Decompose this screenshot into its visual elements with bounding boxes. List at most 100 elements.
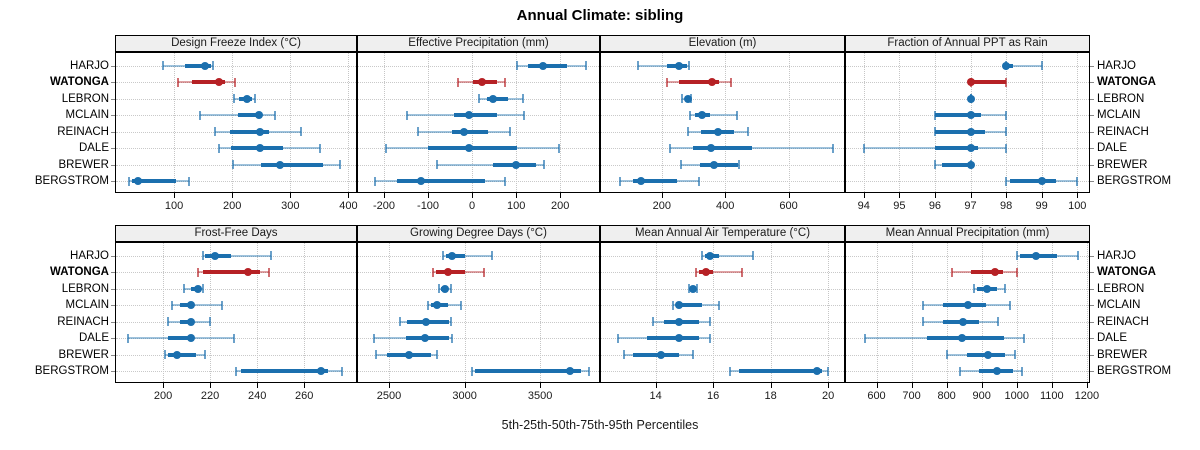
median-dot	[709, 160, 718, 169]
station-label-harjo: HARJO	[70, 249, 109, 262]
x-axis-tick	[210, 383, 212, 388]
y-axis-tick	[111, 98, 115, 100]
whisker-cap-low	[442, 251, 445, 260]
x-axis-tick	[257, 383, 259, 388]
median-dot	[422, 317, 431, 326]
median-dot	[966, 144, 975, 152]
x-axis-tick-label: 260	[295, 390, 314, 402]
whisker-cap-low	[666, 77, 669, 87]
whisker-cap-high	[1015, 267, 1018, 277]
whisker-cap-high	[504, 77, 507, 87]
whisker-cap-high	[204, 350, 207, 359]
grid-line-h	[846, 255, 1089, 257]
grid-line-v	[304, 243, 306, 382]
x-axis-tick-label: 95	[893, 200, 906, 212]
whisker-cap-low	[680, 160, 683, 169]
whisker-cap-low	[399, 317, 402, 326]
y-axis-tick	[1090, 255, 1094, 257]
median-dot	[674, 317, 683, 326]
station-label-bergstrom: BERGSTROM	[1097, 175, 1172, 187]
whisker-cap-low	[478, 94, 481, 103]
whisker-cap-high	[459, 300, 462, 310]
median-dot	[243, 94, 252, 103]
grid-line-v	[863, 53, 865, 192]
iqr-line	[934, 113, 982, 117]
iqr-line	[179, 319, 194, 324]
panel-frost-free-days	[115, 242, 357, 383]
station-label-harjo: HARJO	[1097, 249, 1136, 262]
grid-line-h	[601, 181, 844, 182]
grid-line-v	[934, 53, 936, 192]
grid-line-v	[1041, 53, 1043, 192]
x-axis-tick	[304, 383, 306, 388]
station-label-harjo: HARJO	[1097, 59, 1136, 72]
station-label-bergstrom: BERGSTROM	[34, 365, 109, 377]
median-dot	[674, 301, 683, 309]
whisker-cap-low	[922, 300, 925, 310]
whisker-cap-high	[267, 267, 270, 277]
whisker-cap-low	[1015, 251, 1018, 260]
x-axis-tick	[1041, 193, 1043, 198]
x-axis-tick	[388, 383, 390, 388]
x-axis-tick	[863, 193, 865, 198]
whisker-line	[200, 114, 276, 116]
grid-line-h	[358, 354, 599, 356]
iqr-line	[632, 179, 678, 183]
panel-effective-precipitation-mm	[357, 52, 600, 193]
y-axis-tick	[1090, 115, 1094, 116]
whisker-cap-high	[709, 317, 712, 326]
x-axis-tick	[828, 383, 830, 388]
station-label-dale: DALE	[1097, 142, 1128, 154]
grid-line-v	[348, 53, 350, 192]
whisker-cap-high	[827, 366, 830, 376]
iqr-line	[203, 270, 260, 274]
whisker-cap-high	[232, 333, 235, 343]
median-dot	[477, 78, 486, 86]
x-axis-tick	[911, 383, 913, 388]
station-label-reinach: REINACH	[57, 315, 109, 328]
whisker-cap-high	[209, 317, 212, 326]
x-axis-tick	[464, 383, 466, 388]
whisker-cap-low	[671, 300, 674, 310]
grid-line-v	[464, 243, 466, 382]
grid-line-h	[358, 338, 599, 339]
grid-line-v	[257, 243, 259, 382]
whisker-cap-low	[471, 366, 474, 376]
strip-mean-annual-precipitation-mm: Mean Annual Precipitation (mm)	[845, 225, 1090, 242]
grid-line-h	[601, 272, 844, 273]
y-axis-tick	[1090, 181, 1094, 182]
y-axis-tick	[111, 181, 115, 182]
whisker-cap-low	[922, 317, 925, 326]
median-dot	[433, 301, 442, 309]
y-axis-tick	[1090, 164, 1094, 166]
whisker-cap-high	[504, 176, 507, 186]
x-axis-tick-label: 1200	[1074, 390, 1100, 402]
whisker-cap-low	[435, 160, 438, 169]
y-axis-tick	[111, 131, 115, 133]
grid-line-h	[846, 181, 1089, 182]
whisker-cap-low	[651, 317, 654, 326]
iqr-line	[167, 352, 196, 357]
x-axis-tick-label: -100	[417, 200, 440, 212]
station-label-brewer: BREWER	[58, 348, 109, 361]
y-axis-tick	[111, 164, 115, 166]
strip-growing-degree-days-c: Growing Degree Days (°C)	[357, 225, 600, 242]
whisker-cap-high	[270, 251, 273, 260]
x-axis-tick-label: -200	[372, 200, 395, 212]
whisker-cap-high	[212, 61, 215, 70]
station-label-dale: DALE	[78, 332, 109, 344]
whisker-cap-low	[687, 284, 690, 293]
iqr-line	[191, 80, 226, 84]
panel-mean-annual-air-temperature-c	[600, 242, 845, 383]
whisker-cap-low	[862, 143, 865, 153]
station-label-lebron: LEBRON	[61, 92, 109, 105]
median-dot	[964, 301, 973, 309]
x-axis-tick	[1051, 383, 1053, 388]
panel-design-freeze-index-c	[115, 52, 357, 193]
median-dot	[697, 111, 706, 119]
x-axis-tick-label: 20	[822, 390, 835, 402]
whisker-line	[638, 64, 690, 67]
grid-line-v	[981, 243, 983, 382]
grid-line-h	[358, 272, 599, 273]
whisker-cap-high	[1005, 143, 1008, 153]
